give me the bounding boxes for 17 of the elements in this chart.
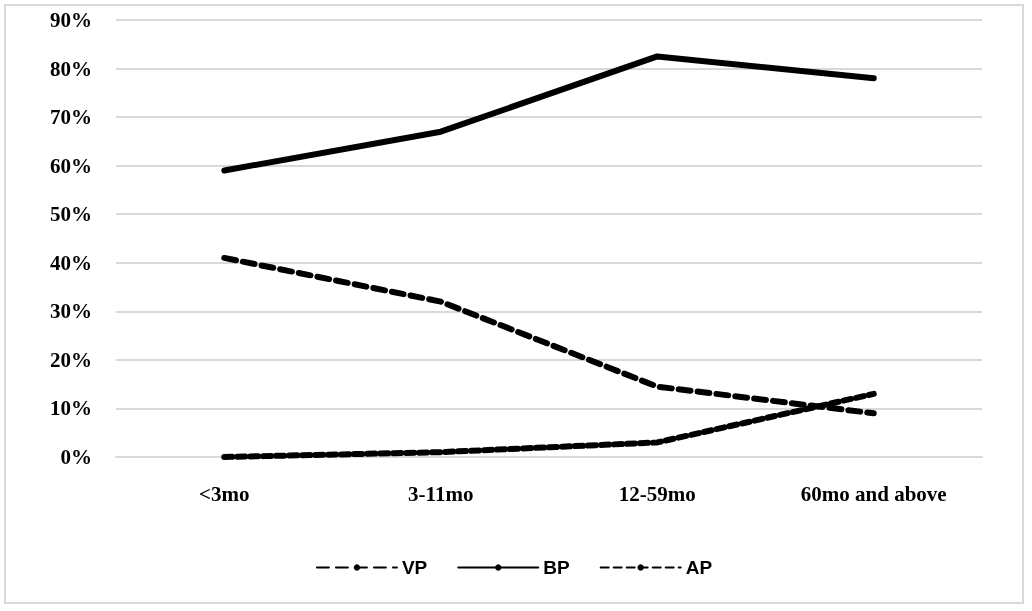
x-tick-label: 60mo and above xyxy=(800,481,947,506)
x-tick-label: 12-59mo xyxy=(618,481,696,506)
y-tick-label: 90% xyxy=(50,8,92,32)
legend-label: BP xyxy=(543,557,570,578)
x-tick-label: <3mo xyxy=(199,481,250,506)
y-tick-label: 30% xyxy=(50,299,92,324)
y-tick-label: 70% xyxy=(50,105,92,130)
y-tick-label: 50% xyxy=(50,202,92,227)
y-tick-label: 10% xyxy=(50,396,92,421)
x-tick-label: 3-11mo xyxy=(408,481,474,506)
legend-label: AP xyxy=(685,557,713,578)
y-tick-label: 0% xyxy=(60,445,92,469)
legend-label: VP xyxy=(401,557,428,578)
y-tick-label: 40% xyxy=(50,250,92,275)
y-tick-label: 80% xyxy=(50,56,92,81)
y-tick-label: 60% xyxy=(50,153,92,178)
y-tick-label: 20% xyxy=(50,347,92,372)
